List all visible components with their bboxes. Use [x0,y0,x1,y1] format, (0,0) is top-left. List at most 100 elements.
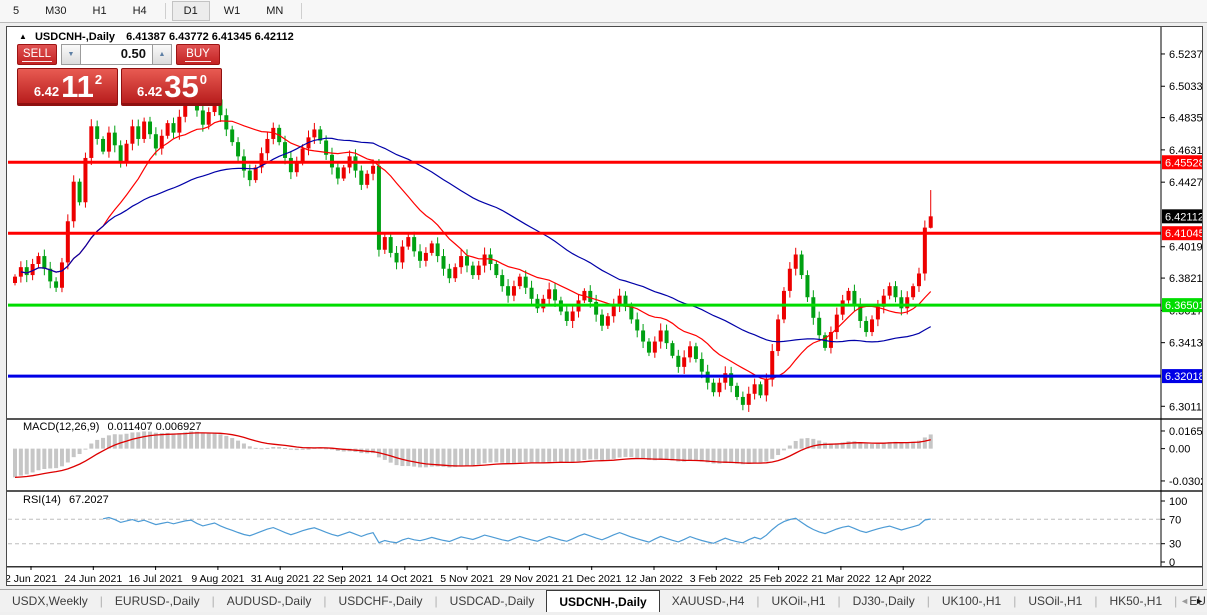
tab-scroll-arrows: ◄ ► [1180,589,1204,612]
tab-separator: | [837,594,841,608]
svg-text:3 Feb 2022: 3 Feb 2022 [690,573,743,585]
symbol-tab-hk50h1[interactable]: HK50-,H1 [1109,594,1163,608]
toolbar-separator [301,3,303,19]
price-axis: 6.52370 6.50330 6.48350 6.46310 6.44270 6.401… [1161,49,1202,569]
svg-text:2 Jun 2021: 2 Jun 2021 [7,573,57,585]
macd-histogram [13,431,933,478]
tab-separator: | [1094,594,1098,608]
collapse-triangle-icon[interactable]: ▲ [19,32,27,41]
date-axis: 2 Jun 2021 24 Jun 2021 16 Jul 2021 9 Aug 20… [7,566,932,585]
symbol-tab-xauusdh4[interactable]: XAUUSD-,H4 [671,594,745,608]
symbol-tab-eurusddaily[interactable]: EURUSD-,Daily [114,594,200,608]
svg-text:22 Sep 2021: 22 Sep 2021 [313,573,373,585]
svg-text:6.48350: 6.48350 [1169,113,1202,125]
buy-price-sup: 0 [199,72,208,87]
scroll-left-icon[interactable]: ◄ [1180,595,1190,606]
buy-price-small: 6.42 [136,84,163,99]
tab-separator: | [211,594,215,608]
chart-title: ▲ USDCNH-,Daily 6.41387 6.43772 6.41345 … [19,31,294,43]
symbol-tab-eu[interactable]: EU [1189,594,1206,608]
symbol-tab-audusddaily[interactable]: AUDUSD-,Daily [226,594,312,608]
sell-price-small: 6.42 [33,84,60,99]
svg-text:0.00: 0.00 [1169,444,1190,456]
svg-text:6.44270: 6.44270 [1169,177,1202,189]
tab-separator: | [926,594,930,608]
chevron-up-icon: ▲ [158,51,166,58]
svg-text:6.36501: 6.36501 [1165,300,1202,312]
toolbar-separator [164,3,166,19]
macd-label: MACD(12,26,9) 0.011407 0.006927 [23,421,202,433]
symbol-tab-usdxweekly[interactable]: USDX,Weekly [12,594,88,608]
symbol-tab-dj30daily[interactable]: DJ30-,Daily [852,594,915,608]
timeframe-button-w1[interactable]: W1 [223,5,241,17]
tab-separator: | [756,594,760,608]
tab-separator: | [434,594,438,608]
svg-text:29 Nov 2021: 29 Nov 2021 [500,573,560,585]
svg-text:9 Aug 2021: 9 Aug 2021 [191,573,244,585]
svg-text:30: 30 [1169,539,1181,551]
svg-text:-0.03023: -0.03023 [1169,476,1202,488]
sell-price-sup: 2 [94,72,103,87]
svg-text:70: 70 [1169,514,1181,526]
timeframe-button-m30[interactable]: M30 [45,5,67,17]
svg-text:0.01653: 0.01653 [1169,426,1202,438]
symbol-tab-ukoilh1[interactable]: UKOil-,H1 [771,594,826,608]
one-click-trading-widget: SELL ▼ 0.50 ▲ BUY 6.42 11 2 6.42 35 0 [17,44,225,106]
candles-layer [13,86,933,412]
svg-text:6.41045: 6.41045 [1165,228,1202,240]
tab-separator: | [99,594,103,608]
macd-signal-line [14,432,931,479]
sell-price-panel[interactable]: 6.42 11 2 [17,68,118,106]
timeframe-button-5[interactable]: 5 [13,5,20,17]
svg-text:24 Jun 2021: 24 Jun 2021 [64,573,122,585]
svg-text:0: 0 [1169,557,1175,569]
timeframe-button-h1[interactable]: H1 [92,5,107,17]
svg-text:12 Jan 2022: 12 Jan 2022 [625,573,683,585]
svg-text:6.42112: 6.42112 [1165,211,1202,223]
svg-text:6.46310: 6.46310 [1169,145,1202,157]
symbol-tab-usdcaddaily[interactable]: USDCAD-,Daily [449,594,535,608]
buy-price-big: 35 [164,69,199,104]
svg-text:6.32018: 6.32018 [1165,371,1202,383]
timeframe-toolbar: 5 M30 H1 H4 D1 W1 MN [0,0,1207,23]
sell-price-big: 11 [61,69,94,104]
lot-size-field[interactable]: 0.50 [80,44,153,65]
svg-text:6.45528: 6.45528 [1165,157,1202,169]
timeframe-button-mn[interactable]: MN [266,5,284,17]
symbol-tab-usdcnhdaily[interactable]: USDCNH-,Daily [546,590,660,612]
sell-button[interactable]: SELL [17,44,57,65]
ma-slow-line [20,137,932,343]
chart-plot[interactable]: 6.52370 6.50330 6.48350 6.46310 6.44270 6.401… [7,27,1202,585]
symbol-tab-usoilh1[interactable]: USOil-,H1 [1028,594,1083,608]
svg-text:16 Jul 2021: 16 Jul 2021 [128,573,182,585]
svg-text:100: 100 [1169,496,1187,508]
chart-title-ohlc: 6.41387 6.43772 6.41345 6.42112 [126,31,294,43]
symbol-tabbar: USDX,Weekly | EURUSD-,Daily | AUDUSD-,Daily |… [0,589,1207,612]
symbol-tab-uk100h1[interactable]: UK100-,H1 [941,594,1002,608]
lot-increase-button[interactable]: ▲ [153,44,172,65]
buy-price-panel[interactable]: 6.42 35 0 [121,68,222,106]
svg-text:5 Nov 2021: 5 Nov 2021 [440,573,494,585]
lot-decrease-button[interactable]: ▼ [61,44,80,65]
tab-separator: | [1013,594,1017,608]
svg-text:12 Apr 2022: 12 Apr 2022 [875,573,932,585]
svg-text:6.52370: 6.52370 [1169,49,1202,61]
buy-button[interactable]: BUY [176,44,220,65]
svg-text:21 Dec 2021: 21 Dec 2021 [562,573,622,585]
rsi-label: RSI(14) 67.2027 [23,494,109,506]
svg-text:6.38210: 6.38210 [1169,273,1202,285]
svg-text:21 Mar 2022: 21 Mar 2022 [811,573,870,585]
chart-title-symbol: USDCNH-,Daily [34,31,116,43]
rsi-line [102,516,931,544]
chevron-down-icon: ▼ [67,51,75,58]
svg-text:6.50330: 6.50330 [1169,81,1202,93]
symbol-tab-usdchfdaily[interactable]: USDCHF-,Daily [338,594,423,608]
svg-text:31 Aug 2021: 31 Aug 2021 [251,573,310,585]
scroll-right-icon[interactable]: ► [1195,595,1204,606]
svg-text:6.40190: 6.40190 [1169,242,1202,254]
timeframe-button-d1[interactable]: D1 [171,1,210,21]
tab-separator: | [323,594,327,608]
tab-separator: | [1174,594,1178,608]
timeframe-button-h4[interactable]: H4 [132,5,147,17]
